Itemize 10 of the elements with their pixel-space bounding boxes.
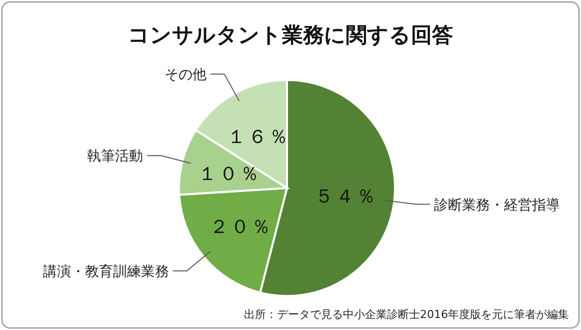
slice-label: 執筆活動 [87, 148, 144, 165]
data-label: ２０％ [210, 216, 273, 238]
data-label: １６％ [226, 126, 290, 148]
chart-title: コンサルタント業務に関する回答 [128, 23, 453, 47]
data-label: ５４％ [314, 185, 378, 208]
slice-label: その他 [164, 67, 206, 84]
slice-label: 診断業務・経営指導 [434, 197, 560, 214]
data-label: １０％ [198, 163, 261, 186]
text: 出所：データで見る中小企業診断士2016年度版を元に筆者が編集 [244, 308, 569, 321]
slice-label: 講演・教育訓練業務 [42, 262, 169, 280]
